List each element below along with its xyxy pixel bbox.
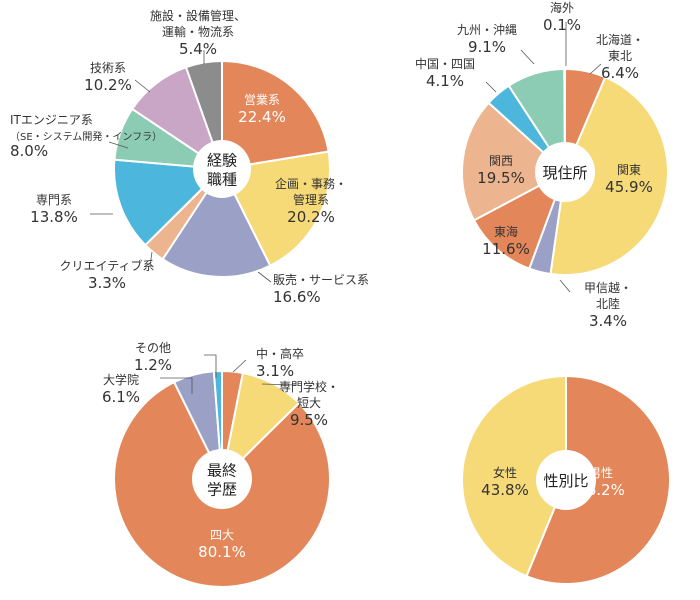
slice-label: クリエイティブ系	[59, 258, 154, 273]
slice-value: 56.2%	[577, 481, 625, 499]
leader-line	[559, 279, 571, 293]
pie-center-label: 現住所	[542, 164, 587, 182]
pie-center-label: 学歴	[207, 481, 237, 499]
pie-slice	[563, 67, 566, 173]
slice-value: 0.1%	[543, 16, 581, 34]
slice-value: 43.8%	[481, 481, 529, 499]
slice-label: （SE・システム開発・インフラ）	[10, 130, 162, 143]
pie-slice	[220, 150, 331, 268]
leader-line	[232, 359, 247, 373]
slice-value: 13.8%	[30, 208, 78, 226]
slice-label: 関西	[489, 154, 513, 168]
slice-label: 東海	[494, 224, 518, 239]
slice-value: 8.0%	[10, 142, 48, 160]
slice-label: ITエンジニア系	[10, 113, 93, 127]
leader-line	[134, 79, 151, 93]
slice-value: 19.5%	[477, 169, 525, 187]
pie-slice	[130, 65, 224, 172]
slice-label: 技術系	[90, 61, 126, 75]
slice-label: 北海道・	[596, 32, 644, 47]
pie-slice	[549, 75, 669, 276]
slice-label: その他	[135, 341, 171, 355]
slice-label: 東北	[608, 49, 632, 63]
pie-center-label: 性別比	[543, 472, 588, 490]
leader-line	[257, 271, 272, 283]
pie-slice	[113, 158, 225, 247]
slice-label: 海外	[550, 0, 574, 15]
slice-value: 4.1%	[426, 72, 464, 90]
leader-line	[160, 377, 193, 394]
pie-slice	[461, 101, 567, 222]
slice-label: 甲信越・	[584, 281, 632, 295]
slice-value: 3.4%	[589, 312, 627, 330]
slice-value: 3.1%	[256, 362, 294, 380]
slice-label: 男性	[589, 466, 613, 480]
pie-center-hole	[535, 142, 595, 202]
pie-center-label: 最終	[207, 462, 237, 480]
leader-line	[149, 251, 153, 267]
pie-slice	[525, 374, 671, 585]
slice-value: 22.4%	[238, 108, 286, 126]
slice-label: 施設・設備管理、	[150, 8, 246, 23]
slice-value: 45.9%	[605, 178, 653, 196]
pie-slice	[472, 169, 567, 270]
pie-center-hole	[192, 449, 252, 509]
leader-line	[261, 383, 296, 386]
slice-value: 80.1%	[198, 543, 246, 561]
pie-center-label: 経験	[207, 152, 237, 170]
slice-value: 9.5%	[290, 411, 328, 429]
slice-label: 販売・サービス系	[273, 272, 369, 287]
slice-label: 専門系	[36, 193, 72, 207]
slice-value: 11.6%	[482, 240, 530, 258]
slice-label: 女性	[493, 465, 517, 480]
pie-slice	[221, 59, 330, 171]
slice-value: 20.2%	[287, 208, 335, 226]
pie-center-label: 職種	[207, 171, 237, 189]
slice-value: 10.2%	[84, 76, 132, 94]
slice-value: 9.1%	[468, 38, 506, 56]
slice-label: 企画・事務・	[275, 176, 347, 191]
slice-label: 四大	[210, 528, 234, 542]
slice-label: 九州・沖縄	[457, 22, 517, 37]
slice-label: 中国・四国	[415, 56, 475, 71]
leader-line	[204, 354, 217, 378]
slice-label: 中・高卒	[256, 346, 304, 361]
leader-line	[589, 63, 602, 75]
pie-slice	[161, 166, 272, 278]
leader-line	[520, 49, 535, 65]
slice-value: 16.6%	[273, 288, 321, 306]
slice-label: 関東	[617, 163, 641, 177]
pie-center-hole	[193, 140, 251, 198]
pie-slice	[461, 374, 567, 578]
slice-value: 5.4%	[179, 40, 217, 58]
slice-label: 運輸・物流系	[162, 24, 234, 39]
slice-label: 短大	[297, 396, 321, 410]
slice-label: 営業系	[244, 93, 280, 107]
slice-label: 専門学校・	[279, 379, 339, 394]
slice-value: 3.3%	[88, 274, 126, 292]
slice-value: 6.1%	[102, 388, 140, 406]
slice-label: 北陸	[596, 297, 620, 311]
slice-value: 1.2%	[134, 356, 172, 374]
slice-label: 大学院	[103, 372, 139, 387]
slice-value: 6.4%	[601, 64, 639, 82]
leader-line	[108, 141, 129, 149]
leader-line	[485, 81, 497, 93]
slice-label: 管理系	[293, 192, 329, 207]
pie-center-hole	[536, 450, 596, 510]
